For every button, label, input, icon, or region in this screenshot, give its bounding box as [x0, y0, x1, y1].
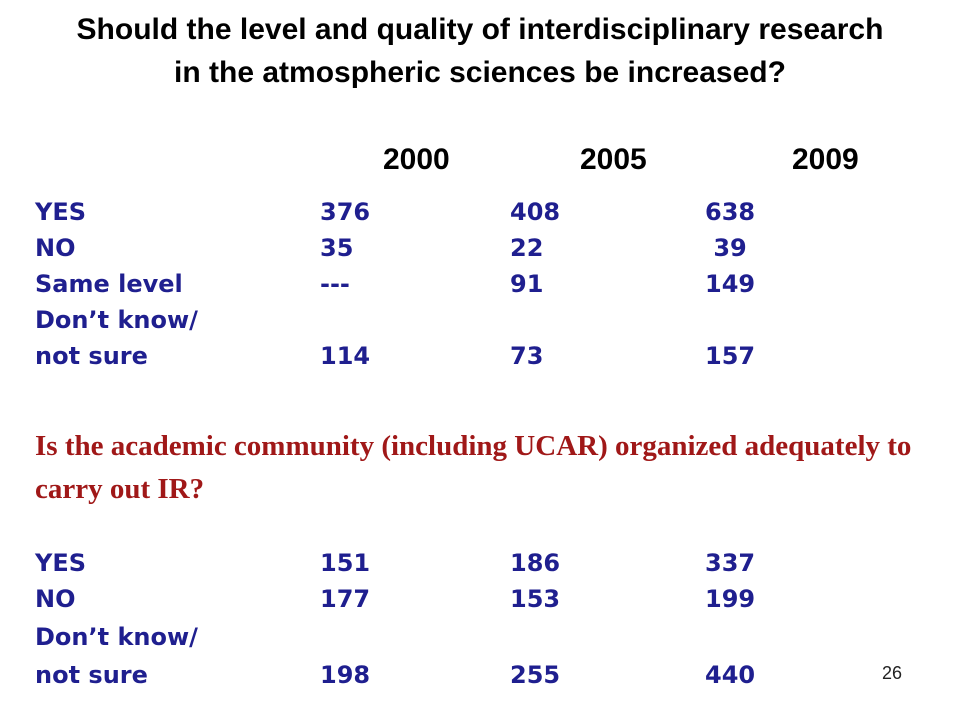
table-row: NO 177 153 199 — [35, 581, 795, 617]
value-2009: 199 — [705, 585, 756, 613]
value-2005: 22 — [510, 234, 544, 262]
table-row: YES 376 408 638 — [35, 194, 795, 230]
value-2000: --- — [320, 270, 350, 298]
table-row: Don’t know/ — [35, 302, 795, 338]
value-2000: 35 — [320, 234, 354, 262]
value-2000: 376 — [320, 198, 371, 226]
row-label: not sure — [35, 342, 148, 370]
value-2005: 408 — [510, 198, 561, 226]
value-2000: 114 — [320, 342, 371, 370]
value-2005: 186 — [510, 549, 561, 577]
value-2005: 73 — [510, 342, 544, 370]
year-header-2009: 2009 — [792, 143, 859, 176]
table-row: not sure 114 73 157 — [35, 338, 795, 374]
year-header-2000: 2000 — [383, 143, 450, 176]
value-2009: 638 — [705, 198, 756, 226]
value-2000: 177 — [320, 585, 371, 613]
row-label: YES — [35, 549, 87, 577]
row-label: not sure — [35, 661, 148, 689]
row-label: Don’t know/ — [35, 623, 198, 651]
value-2009: 149 — [705, 270, 756, 298]
table-row: NO 35 22 39 — [35, 230, 795, 266]
row-label: Same level — [35, 270, 183, 298]
second-question: Is the academic community (including UCA… — [35, 430, 912, 505]
value-2005: 153 — [510, 585, 561, 613]
page-number: 26 — [882, 663, 903, 683]
value-2005: 255 — [510, 661, 561, 689]
table-row: Same level --- 91 149 — [35, 266, 795, 302]
value-2009: 337 — [705, 549, 756, 577]
value-2005: 91 — [510, 270, 544, 298]
value-2009: 39 — [705, 234, 747, 262]
row-label: NO — [35, 585, 76, 613]
row-label: NO — [35, 234, 76, 262]
table-row: Don’t know/ — [35, 619, 795, 655]
value-2009: 157 — [705, 342, 756, 370]
value-2009: 440 — [705, 661, 756, 689]
slide-title: Should the level and quality of interdis… — [76, 13, 884, 89]
row-label: Don’t know/ — [35, 306, 198, 334]
year-header-2005: 2005 — [580, 143, 647, 176]
table-row: not sure 198 255 440 — [35, 657, 795, 693]
row-label: YES — [35, 198, 87, 226]
value-2000: 151 — [320, 549, 371, 577]
table-row: YES 151 186 337 — [35, 545, 795, 581]
value-2000: 198 — [320, 661, 371, 689]
